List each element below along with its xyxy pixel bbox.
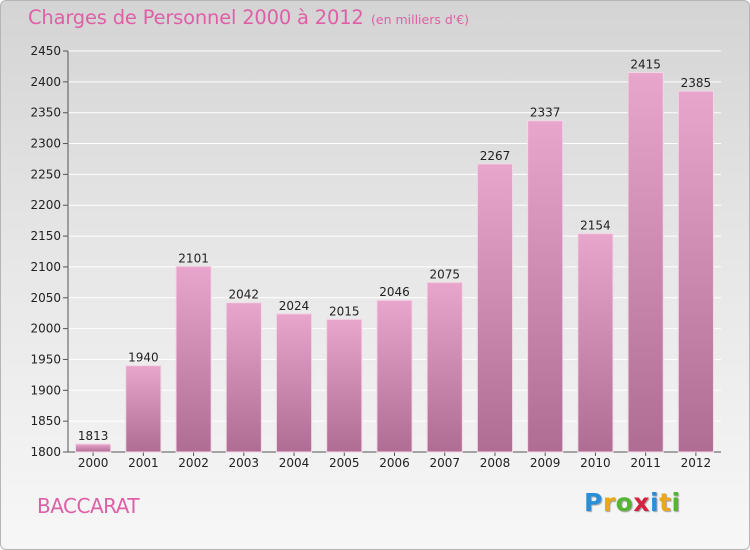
x-tick-labels: 2000 2001 2002 2003 2004 2005 2006 2007 2008 2009… [78,456,711,470]
y-tick-label: 2400 [30,75,61,89]
data-label: 1940 [128,351,159,365]
data-label: 2024 [279,299,310,313]
x-tick-label: 2012 [681,456,712,470]
data-label: 2267 [480,149,511,163]
data-label: 2415 [630,58,661,72]
x-tick-label: 2008 [480,456,511,470]
logo-letter: t [659,488,672,517]
chart-subtitle: (en milliers d'€) [371,12,470,27]
data-label: 2075 [429,267,460,281]
y-tick-label: 1950 [30,352,61,366]
x-tick-label: 2002 [178,456,209,470]
bar [677,90,714,453]
bar [476,163,514,453]
x-tick-label: 2003 [229,456,260,470]
bar [326,318,363,453]
commune-name: BACCARAT [37,494,140,518]
bar [275,313,313,453]
y-tick-label: 2300 [30,137,61,151]
logo-letter: i [650,488,660,517]
y-tick-label: 2450 [30,44,61,58]
data-label: 2101 [178,251,209,265]
x-tick-label: 2007 [429,456,460,470]
bar [125,365,162,453]
data-label: 2046 [379,285,410,299]
bar [225,302,262,453]
chart-title: Charges de Personnel 2000 à 2012 [28,6,364,29]
y-tick-label: 2150 [30,229,61,243]
logo-letter: o [615,488,634,517]
y-tick-label: 2000 [30,322,61,336]
bar [577,233,614,453]
y-tick-label: 2050 [30,291,61,305]
y-tick-label: 2200 [30,198,61,212]
logo-letter: r [602,488,616,517]
bar [376,299,413,453]
y-tick-label: 1850 [30,414,61,428]
bar [527,120,564,453]
bar [627,72,664,453]
bar [175,265,212,453]
data-label: 2015 [329,304,360,318]
data-label: 2385 [681,76,712,90]
x-tick-label: 2000 [78,456,109,470]
x-tick-label: 2004 [279,456,310,470]
data-label: 2337 [530,106,561,120]
bar [426,281,463,453]
x-tick-label: 2009 [530,456,561,470]
data-labels: 1813 1940 2101 2042 2024 2015 2046 2075 2267 2337… [78,58,711,443]
logo-letter: i [671,488,681,517]
logo-letter: x [633,488,650,517]
x-tick-label: 2005 [329,456,360,470]
y-tick-label: 1900 [30,383,61,397]
y-tick-labels: 1800 1850 1900 1950 2000 2050 2100 2150 2200 2250… [30,44,61,459]
y-tick-label: 2350 [30,106,61,120]
x-tick-label: 2006 [379,456,410,470]
x-tick-label: 2001 [128,456,159,470]
proxiti-logo[interactable]: Proxiti [584,488,681,517]
x-tick-label: 2011 [630,456,661,470]
y-tick-label: 2250 [30,167,61,181]
data-label: 1813 [78,429,109,443]
x-tick-label: 2010 [580,456,611,470]
logo-letter: P [584,488,603,517]
data-label: 2154 [580,219,611,233]
y-tick-label: 1800 [30,445,61,459]
y-tick-label: 2100 [30,260,61,274]
bars [75,72,714,453]
data-label: 2042 [229,288,260,302]
bar [75,443,112,453]
